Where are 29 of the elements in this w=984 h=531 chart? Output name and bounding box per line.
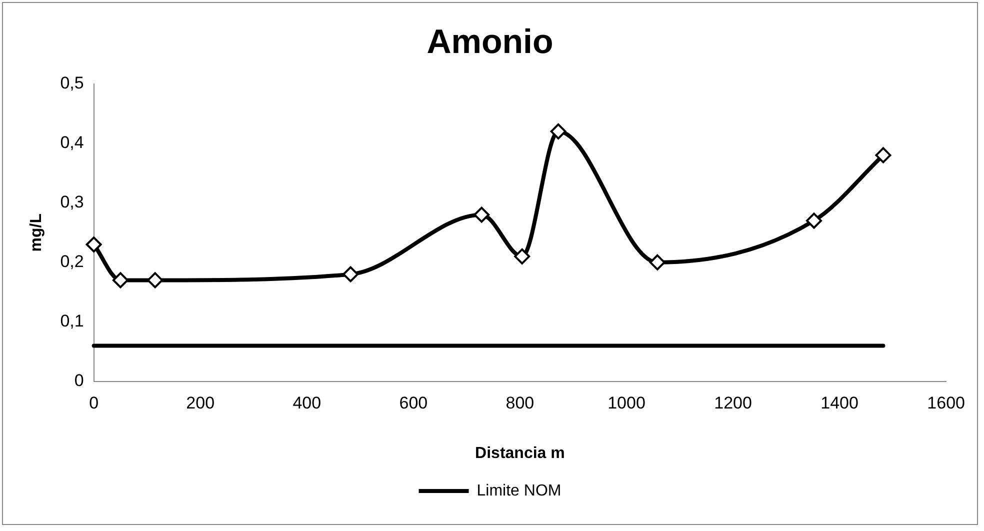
x-tick-label: 1600	[927, 393, 966, 412]
point	[649, 254, 666, 270]
point	[875, 147, 892, 164]
y-tick-label: 0,2	[60, 252, 84, 272]
chart-title: Amonio	[426, 22, 554, 61]
x-tick-label: 1000	[608, 393, 646, 412]
x-tick-label: 600	[399, 393, 428, 412]
x-tick-label: 800	[506, 393, 534, 412]
point	[514, 248, 530, 264]
y-tick-label: 0,1	[60, 312, 84, 331]
point	[342, 266, 359, 282]
y-tick-label: 0,3	[60, 192, 84, 212]
x-tick-label: 0	[89, 393, 99, 412]
y-axis-title: mg/L	[28, 213, 46, 252]
point	[112, 272, 128, 288]
legend-label: Limite NOM	[476, 482, 562, 500]
x-tick-label: 200	[186, 393, 215, 412]
x-axis-title: Distancia m	[475, 444, 565, 462]
point	[550, 123, 566, 140]
x-tick-label: 1400	[820, 393, 858, 412]
y-tick-label: 0,4	[60, 133, 84, 152]
point	[86, 236, 102, 253]
y-tick-label: 0,5	[60, 73, 84, 92]
x-tick-label: 400	[292, 393, 322, 412]
point	[147, 272, 164, 288]
point	[474, 206, 490, 223]
x-tick-label: 1200	[714, 393, 752, 412]
point	[806, 212, 822, 229]
y-tick-label: 0	[74, 371, 84, 390]
